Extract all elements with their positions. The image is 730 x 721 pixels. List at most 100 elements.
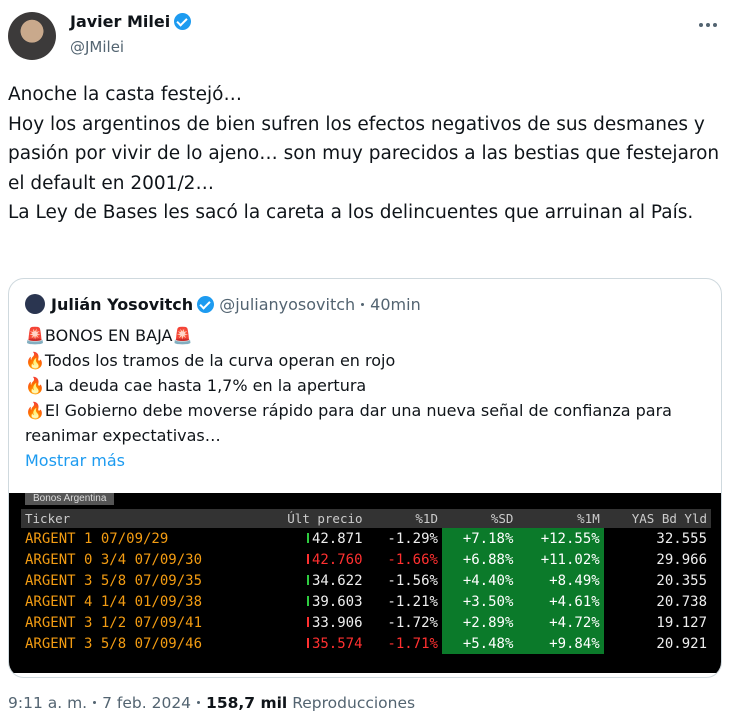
cell: +4.72% [517,612,604,633]
tweet-footer: 9:11 a. m. 7 feb. 2024 158,7 mil Reproducc… [8,694,415,712]
author-handle[interactable]: @JMilei [70,38,125,56]
separator [197,701,201,704]
cell-text: -1.71% [387,635,438,652]
bond-row: ARGENT 0 3/4 07/09/30 42.760 -1.66% +6.88% +… [21,549,711,570]
cell: ARGENT 0 3/4 07/09/30 [21,549,259,570]
cell-text: 42.871 [311,530,363,547]
cell: ARGENT 3 5/8 07/09/35 [21,570,259,591]
verified-badge [197,296,215,313]
quote-line: 🔥El Gobierno debe moverse rápido para da… [25,401,672,445]
cell: +9.84% [517,633,604,654]
avatar[interactable] [8,12,56,60]
name-text[interactable]: Javier Milei [70,12,171,31]
cell-text: -1.56% [387,572,438,589]
cell-text: ARGENT 1 07/09/29 [25,530,169,547]
cell-text: -1.21% [387,593,438,610]
cell-text: 29.966 [656,551,707,568]
cell-text: -1.29% [387,530,438,547]
direction-arrow [306,574,309,585]
cell: ARGENT 4 1/4 01/09/38 [21,591,259,612]
cell-text: ARGENT 3 1/2 07/09/41 [25,614,203,631]
separator [93,701,97,704]
cell-text: 32.555 [656,530,707,547]
cell: +7.18% [441,528,518,549]
terminal-image: Bonos Argentina Ticker Últ precio %1D %SD %1… [9,493,721,673]
time[interactable]: 9:11 a. m. [8,694,88,712]
quote-line: 🔥La deuda cae hasta 1,7% en la apertura [25,376,367,395]
column-header: %1D [366,509,442,528]
verified-badge [174,13,192,30]
cell-text: +3.50% [462,593,514,610]
bond-row: ARGENT 4 1/4 01/09/38 39.603 -1.21% +3.50% +… [21,591,711,612]
cell: -1.71% [367,633,442,654]
author-name[interactable]: Javier Milei [70,12,192,31]
quote-text: 🚨BONOS EN BAJA🚨 🔥Todos los tramos de la c… [25,323,705,473]
quote-avatar [25,294,45,314]
cell: 20.921 [604,633,711,654]
quote-handle: @julianyosovitch [219,295,356,314]
quote-tweet[interactable]: Julián Yosovitch @julianyosovitch 40min 🚨… [8,278,722,678]
direction-arrow [306,553,309,564]
separator [361,303,365,306]
cell-text: 20.921 [656,635,707,652]
cell: +4.40% [441,570,518,591]
bond-row: ARGENT 3 1/2 07/09/41 33.906 -1.72% +2.89% +… [21,612,711,633]
cell: ARGENT 1 07/09/29 [21,528,259,549]
cell-text: 39.603 [311,593,363,610]
cell: -1.56% [367,570,442,591]
cell-text: 19.127 [656,614,707,631]
cell-text: +12.55% [540,530,600,547]
cell: 42.760 [259,549,366,570]
quote-line: 🔥Todos los tramos de la curva operan en … [25,351,396,370]
column-header: Ticker [21,509,260,528]
quote-header: Julián Yosovitch @julianyosovitch 40min [25,294,421,314]
cell: -1.72% [367,612,442,633]
direction-arrow [306,637,309,648]
cell-text: 42.760 [311,551,363,568]
cell: +12.55% [517,528,604,549]
header-row: Ticker Últ precio %1D %SD %1M YAS Bd Yld [21,509,711,528]
cell: -1.21% [367,591,442,612]
more-button[interactable] [698,20,718,30]
cell: 33.906 [259,612,366,633]
cell: 34.622 [259,570,366,591]
bond-row: ARGENT 1 07/09/29 42.871 -1.29% +7.18% +12.5… [21,528,711,549]
cell-text: -1.72% [387,614,438,631]
cell: 19.127 [604,612,711,633]
cell-text: 35.574 [311,635,363,652]
cell: +2.89% [441,612,518,633]
tweet-text: Anoche la casta festejó… Hoy los argentin… [8,80,720,228]
cell-text: +4.72% [549,614,600,631]
column-header: Últ precio [259,509,367,528]
cell-text: 34.622 [311,572,363,589]
direction-arrow [306,532,309,543]
paragraph: La Ley de Bases les sacó la careta a los… [8,202,694,223]
cell-text: +5.48% [462,635,514,652]
cell: 42.871 [259,528,366,549]
column-header: %SD [441,509,518,528]
quote-line: 🚨BONOS EN BAJA🚨 [25,326,193,345]
cell-text: +4.40% [462,572,514,589]
cell: ARGENT 3 5/8 07/09/46 [21,633,259,654]
cell: 20.355 [604,570,711,591]
cell-text: +2.89% [462,614,514,631]
cell-text: 33.906 [311,614,363,631]
cell-text: ARGENT 3 5/8 07/09/35 [25,572,203,589]
paragraph: Anoche la casta festejó… [8,84,242,105]
cell-text: +11.02% [540,551,600,568]
date[interactable]: 7 feb. 2024 [102,694,192,712]
cell-text: +9.84% [549,635,600,652]
cell: 20.738 [604,591,711,612]
cell: 29.966 [604,549,711,570]
views: 158,7 mil [206,694,288,712]
cell: +5.48% [441,633,518,654]
cell-text: ARGENT 0 3/4 07/09/30 [25,551,203,568]
cell: -1.29% [367,528,442,549]
terminal-tab: Bonos Argentina [25,493,115,505]
cell: +6.88% [441,549,518,570]
show-more[interactable]: Mostrar más [25,451,125,470]
cell-text: +6.88% [462,551,514,568]
cell-text: 20.355 [656,572,707,589]
cell-text: +4.61% [549,593,600,610]
cell: ARGENT 3 1/2 07/09/41 [21,612,259,633]
